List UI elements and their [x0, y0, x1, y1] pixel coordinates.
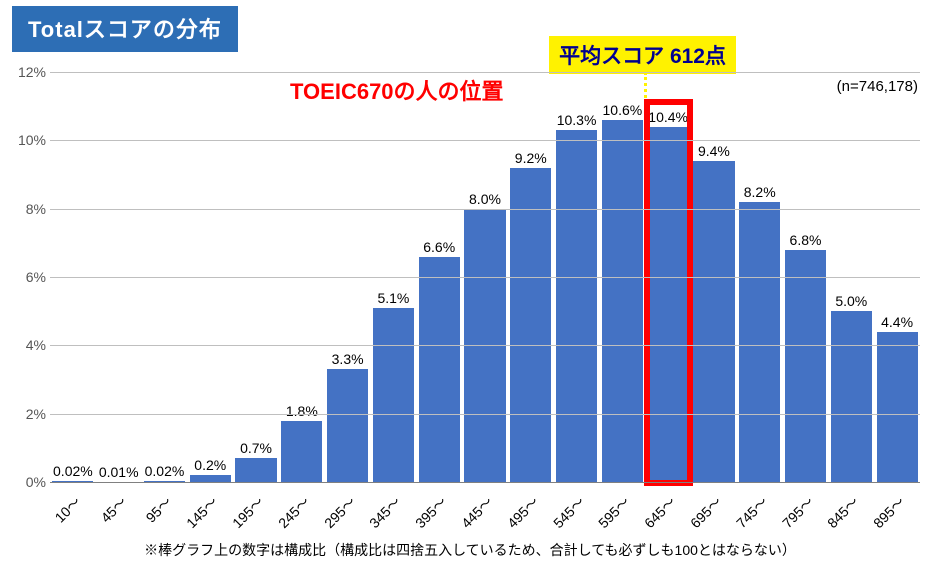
bar-fill — [785, 250, 826, 482]
bar-fill — [373, 308, 414, 482]
x-tick-label: 595～ — [594, 492, 635, 533]
bar: 9.2% — [510, 168, 551, 482]
bar-value-label: 9.2% — [515, 150, 547, 166]
bar-fill — [602, 120, 643, 482]
bar-value-label: 9.4% — [698, 143, 730, 159]
bar-value-label: 10.3% — [557, 112, 597, 128]
y-tick-label: 2% — [26, 406, 50, 422]
y-tick-label: 8% — [26, 201, 50, 217]
gridline — [50, 140, 920, 141]
bar: 6.6% — [419, 257, 460, 483]
bar: 3.3% — [327, 369, 368, 482]
bar-fill — [556, 130, 597, 482]
y-tick-label: 10% — [18, 132, 50, 148]
bar: 10.6% — [602, 120, 643, 482]
bar-value-label: 0.02% — [53, 463, 93, 479]
gridline — [50, 72, 920, 73]
y-tick-label: 0% — [26, 474, 50, 490]
bar-value-label: 0.7% — [240, 440, 272, 456]
gridline — [50, 414, 920, 415]
x-tick-label: 645～ — [640, 492, 681, 533]
bar-value-label: 8.0% — [469, 191, 501, 207]
bar-value-label: 0.01% — [99, 464, 139, 480]
bar-fill — [831, 311, 872, 482]
bar: 5.1% — [373, 308, 414, 482]
bar-fill — [419, 257, 460, 483]
x-tick-label: 495～ — [502, 492, 543, 533]
x-tick-label: 10～ — [50, 492, 85, 527]
x-tick-label: 845～ — [823, 492, 864, 533]
x-tick-label: 245～ — [273, 492, 314, 533]
bar-fill — [510, 168, 551, 482]
bar-value-label: 4.4% — [881, 314, 913, 330]
y-tick-label: 4% — [26, 337, 50, 353]
bar-fill — [281, 421, 322, 483]
x-tick-label: 795～ — [777, 492, 818, 533]
bar-value-label: 1.8% — [286, 403, 318, 419]
bar: 1.8% — [281, 421, 322, 483]
x-tick-label: 395～ — [411, 492, 452, 533]
x-tick-label: 695～ — [686, 492, 727, 533]
bar: 0.7% — [235, 458, 276, 482]
bar-value-label: 0.02% — [145, 463, 185, 479]
bar-value-label: 0.2% — [194, 457, 226, 473]
bar: 5.0% — [831, 311, 872, 482]
y-tick-label: 12% — [18, 64, 50, 80]
bar: 4.4% — [877, 332, 918, 482]
bar-value-label: 8.2% — [744, 184, 776, 200]
y-tick-label: 6% — [26, 269, 50, 285]
x-axis-labels: 10～ 45～ 95～145～195～245～295～345～395～445～495… — [50, 486, 920, 546]
gridline — [50, 277, 920, 278]
bar-fill — [190, 475, 231, 482]
x-tick-label: 545～ — [548, 492, 589, 533]
bar: 0.2% — [190, 475, 231, 482]
gridline — [50, 209, 920, 210]
x-tick-label: 445～ — [457, 492, 498, 533]
footnote: ※棒グラフ上の数字は構成比（構成比は四捨五入しているため、合計しても必ずしも10… — [0, 540, 940, 560]
x-tick-label: 195～ — [228, 492, 269, 533]
average-score-label: 平均スコア 612点 — [549, 36, 736, 74]
bar: 10.3% — [556, 130, 597, 482]
x-tick-label: 45～ — [96, 492, 131, 527]
plot-area: 0.02%0.01%0.02%0.2%0.7%1.8%3.3%5.1%6.6%8… — [50, 72, 920, 482]
x-tick-label: 145～ — [182, 492, 223, 533]
x-tick-label: 295～ — [319, 492, 360, 533]
bar: 8.2% — [739, 202, 780, 482]
bar-fill — [877, 332, 918, 482]
bar-fill — [327, 369, 368, 482]
gridline — [50, 482, 920, 483]
x-tick-label: 895～ — [869, 492, 910, 533]
bar-value-label: 10.6% — [602, 102, 642, 118]
bar-value-label: 3.3% — [332, 351, 364, 367]
bar-fill — [739, 202, 780, 482]
highlight-box — [644, 99, 693, 486]
bar-fill — [235, 458, 276, 482]
x-tick-label: 345～ — [365, 492, 406, 533]
bar-value-label: 5.0% — [835, 293, 867, 309]
x-tick-label: 745～ — [731, 492, 772, 533]
bar-value-label: 6.8% — [790, 232, 822, 248]
bar-value-label: 6.6% — [423, 239, 455, 255]
chart-title: Totalスコアの分布 — [12, 6, 238, 52]
bar-value-label: 5.1% — [377, 290, 409, 306]
gridline — [50, 345, 920, 346]
x-tick-label: 95～ — [142, 492, 177, 527]
bar: 6.8% — [785, 250, 826, 482]
chart-root: { "title": "Totalスコアの分布", "avg_label": "… — [0, 0, 940, 570]
